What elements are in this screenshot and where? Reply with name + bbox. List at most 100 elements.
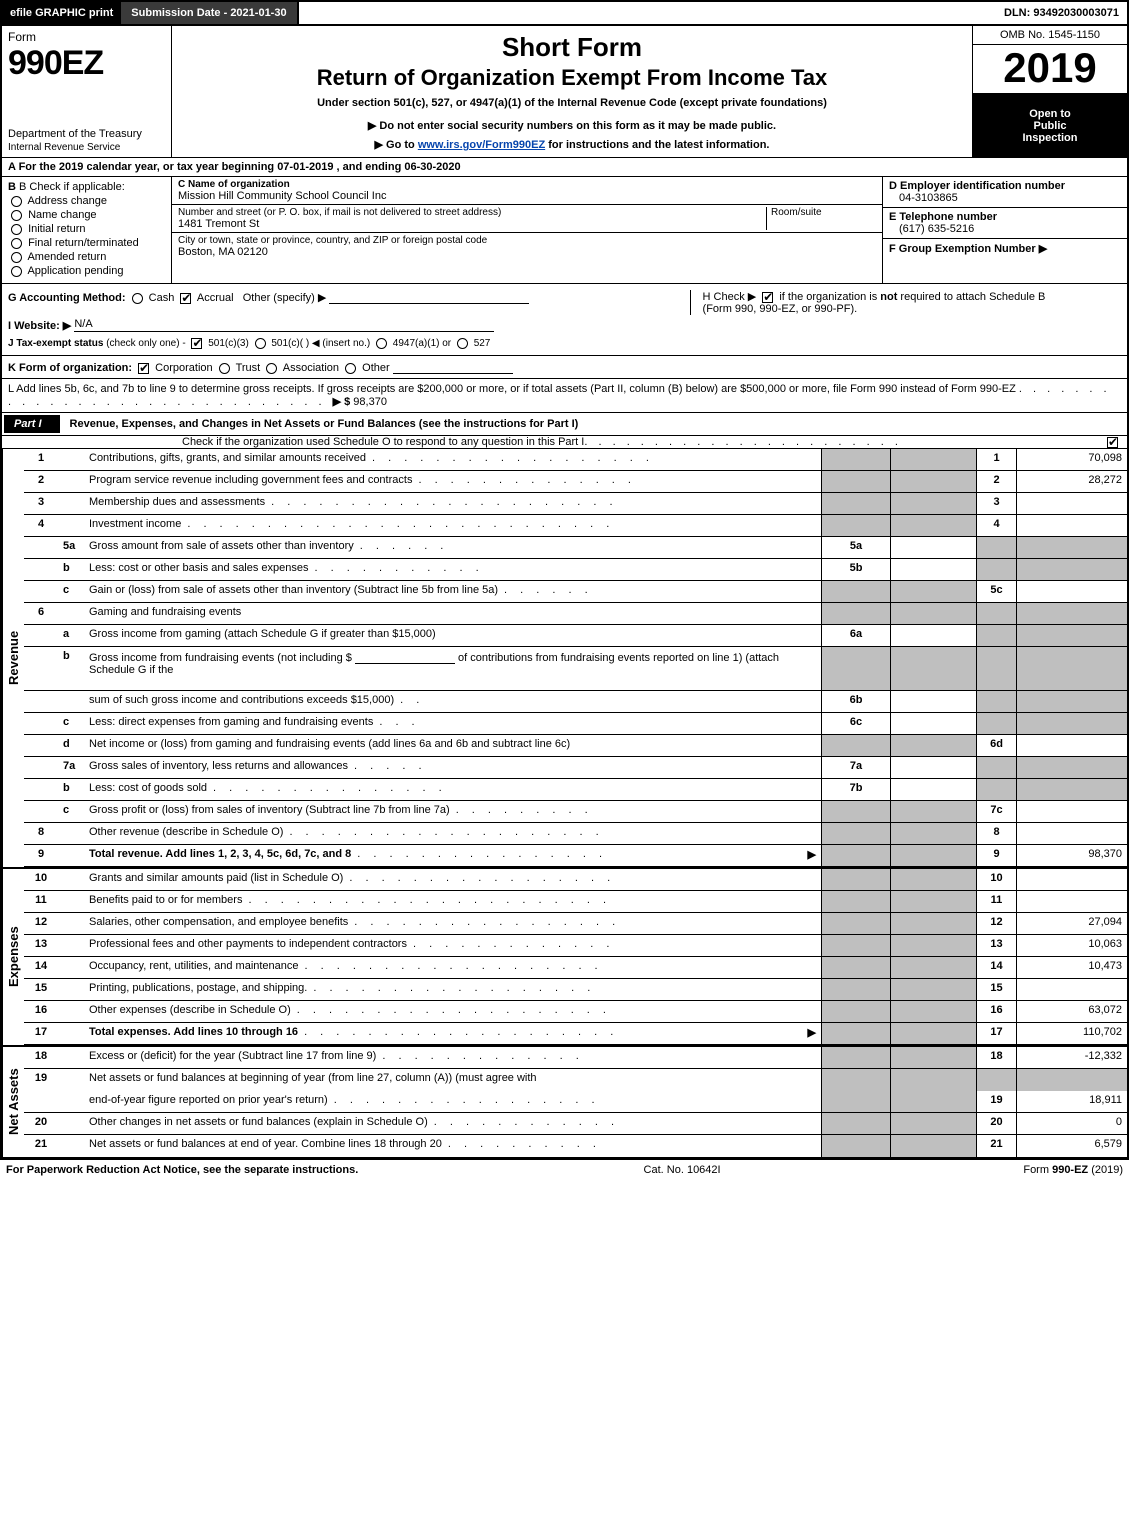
side-expenses: Expenses [2, 869, 24, 1045]
cb-name-change[interactable]: Name change [8, 209, 165, 221]
line-16-val: 63,072 [1017, 1001, 1127, 1022]
i-label: I Website: ▶ [8, 320, 71, 332]
line-9-val: 98,370 [1017, 845, 1127, 866]
part-1-sub: Check if the organization used Schedule … [0, 436, 1129, 449]
header-center: Short Form Return of Organization Exempt… [172, 26, 972, 157]
dln: DLN: 93492030003071 [996, 3, 1127, 23]
form-header: Form 990EZ Department of the Treasury In… [0, 26, 1129, 158]
line-20-val: 0 [1017, 1113, 1127, 1134]
cb-final-return[interactable]: Final return/terminated [8, 237, 165, 249]
cb-501c3[interactable] [191, 338, 202, 349]
line-14-val: 10,473 [1017, 957, 1127, 978]
cb-cash[interactable] [132, 293, 143, 304]
short-form: Short Form [502, 32, 642, 63]
top-bar: efile GRAPHIC print Submission Date - 20… [0, 0, 1129, 26]
cb-address-change[interactable]: Address change [8, 195, 165, 207]
room-lbl: Room/suite [771, 207, 876, 218]
block-g: G Accounting Method: Cash Accrual Other … [8, 290, 678, 349]
cb-527[interactable] [457, 338, 468, 349]
g-other-input[interactable] [329, 290, 529, 304]
block-h: H Check ▶ if the organization is not req… [690, 290, 1121, 315]
g-label: G Accounting Method: [8, 292, 126, 304]
phone: (617) 635-5216 [889, 223, 1121, 235]
ein: 04-3103865 [889, 192, 1121, 204]
cb-trust[interactable] [219, 363, 230, 374]
6b-amount-input[interactable] [355, 650, 455, 664]
website-field[interactable]: N/A [74, 318, 494, 332]
form-number: 990EZ [8, 44, 165, 83]
line-21-val: 6,579 [1017, 1135, 1127, 1157]
part-1-header: Part I Revenue, Expenses, and Changes in… [0, 413, 1129, 436]
line-2-val: 28,272 [1017, 471, 1127, 492]
cb-assoc[interactable] [266, 363, 277, 374]
addr-lbl: Number and street (or P. O. box, if mail… [178, 207, 766, 218]
line-19-val: 18,911 [1017, 1091, 1127, 1112]
part-badge: Part I [4, 415, 60, 433]
line-17-val: 110,702 [1017, 1023, 1127, 1044]
form-subtitle: Under section 501(c), 527, or 4947(a)(1)… [317, 97, 827, 109]
j-label: J Tax-exempt status [8, 338, 103, 349]
cb-pending[interactable]: Application pending [8, 265, 165, 277]
header-left: Form 990EZ Department of the Treasury In… [2, 26, 172, 157]
goto-pre: ▶ Go to [375, 139, 418, 151]
footer-left: For Paperwork Reduction Act Notice, see … [6, 1164, 535, 1176]
submission-date: Submission Date - 2021-01-30 [121, 2, 298, 24]
cb-h[interactable] [762, 292, 773, 303]
org-name: Mission Hill Community School Council In… [178, 190, 876, 202]
net-assets-section: Net Assets 18Excess or (deficit) for the… [0, 1045, 1129, 1158]
side-revenue: Revenue [2, 449, 24, 867]
e-lbl: E Telephone number [889, 211, 1121, 223]
b-head: B B Check if applicable: [8, 181, 165, 193]
open-inspection: Open to Public Inspection [973, 94, 1127, 157]
f-lbl: F Group Exemption Number ▶ [889, 242, 1121, 255]
footer-cat: Cat. No. 10642I [535, 1164, 829, 1176]
box-def: D Employer identification number 04-3103… [882, 177, 1127, 283]
expenses-section: Expenses 10Grants and similar amounts pa… [0, 867, 1129, 1045]
part-title: Revenue, Expenses, and Changes in Net As… [62, 418, 1127, 430]
j-small: (check only one) - [106, 338, 185, 349]
d-lbl: D Employer identification number [889, 180, 1121, 192]
form-word: Form [8, 30, 165, 44]
line-a: A For the 2019 calendar year, or tax yea… [0, 158, 1129, 177]
cb-amended[interactable]: Amended return [8, 251, 165, 263]
org-city: Boston, MA 02120 [178, 246, 876, 258]
goto-line: ▶ Go to www.irs.gov/Form990EZ for instru… [375, 138, 770, 151]
open-line3: Inspection [977, 132, 1123, 144]
gross-receipts: 98,370 [353, 396, 387, 408]
line-k: K Form of organization: Corporation Trus… [0, 356, 1129, 379]
page-footer: For Paperwork Reduction Act Notice, see … [0, 1158, 1129, 1180]
tax-year: 2019 [973, 45, 1127, 94]
line-l: L Add lines 5b, 6c, and 7b to line 9 to … [0, 379, 1129, 413]
cb-initial-return[interactable]: Initial return [8, 223, 165, 235]
c-name-lbl: C Name of organization [178, 179, 876, 190]
line-12-val: 27,094 [1017, 913, 1127, 934]
line-18-val: -12,332 [1017, 1047, 1127, 1068]
footer-right: Form 990-EZ (2019) [829, 1164, 1123, 1176]
ssn-warning: ▶ Do not enter social security numbers o… [368, 119, 776, 132]
cb-schedule-o[interactable] [1107, 437, 1118, 448]
open-line1: Open to [977, 108, 1123, 120]
header-right: OMB No. 1545-1150 2019 Open to Public In… [972, 26, 1127, 157]
omb: OMB No. 1545-1150 [973, 26, 1127, 45]
box-b: B B Check if applicable: Address change … [2, 177, 172, 283]
k-other-input[interactable] [393, 360, 513, 374]
city-lbl: City or town, state or province, country… [178, 235, 876, 246]
cb-corp[interactable] [138, 363, 149, 374]
efile-text: efile GRAPHIC print [2, 2, 121, 24]
side-net-assets: Net Assets [2, 1047, 24, 1157]
org-addr: 1481 Tremont St [178, 218, 766, 230]
cb-501c[interactable] [255, 338, 266, 349]
treasury: Department of the Treasury [8, 128, 165, 140]
line-13-val: 10,063 [1017, 935, 1127, 956]
line-1-val: 70,098 [1017, 449, 1127, 470]
open-line2: Public [977, 120, 1123, 132]
goto-post: for instructions and the latest informat… [548, 139, 769, 151]
form-title: Return of Organization Exempt From Incom… [317, 65, 828, 91]
box-c: C Name of organization Mission Hill Comm… [172, 177, 882, 283]
cb-accrual[interactable] [180, 293, 191, 304]
goto-link[interactable]: www.irs.gov/Form990EZ [418, 139, 545, 151]
cb-4947[interactable] [376, 338, 387, 349]
row-gh: G Accounting Method: Cash Accrual Other … [0, 284, 1129, 356]
irs: Internal Revenue Service [8, 142, 165, 153]
cb-other[interactable] [345, 363, 356, 374]
